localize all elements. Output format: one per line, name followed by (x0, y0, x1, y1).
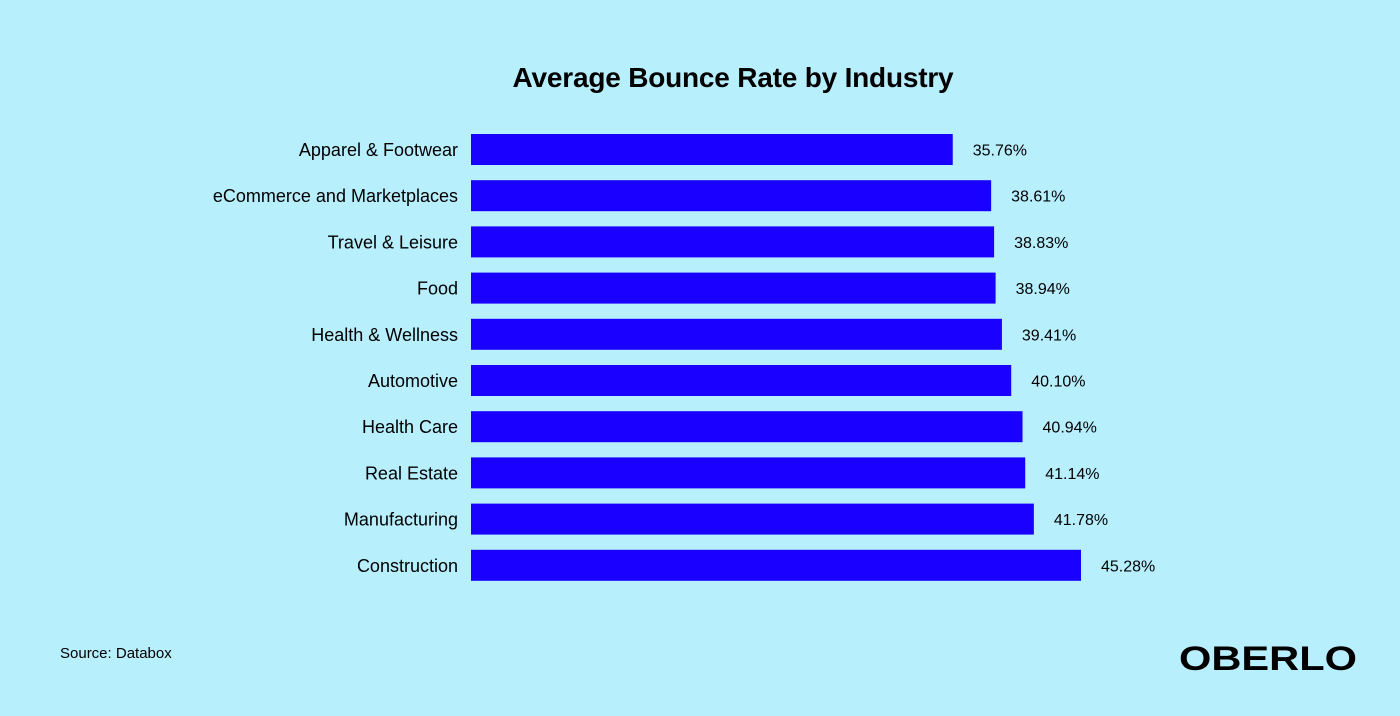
bar (471, 134, 953, 165)
category-label: Health Care (362, 417, 458, 437)
bar (471, 457, 1026, 489)
category-label: Food (417, 279, 458, 299)
source-note: Source: Databox (60, 645, 172, 662)
value-label: 41.78% (1054, 512, 1108, 529)
bar (471, 180, 992, 212)
bar (471, 549, 1081, 581)
bar (471, 272, 996, 304)
value-label: 38.94% (1016, 281, 1070, 298)
value-label: 45.28% (1101, 558, 1155, 575)
oberlo-logo-text: OBERLO (1179, 640, 1357, 676)
bar (471, 365, 1012, 396)
value-label: 39.41% (1022, 327, 1076, 344)
value-label: 35.76% (973, 143, 1027, 160)
bar (471, 411, 1023, 443)
bar (471, 226, 995, 258)
oberlo-logo: OBERLO (1179, 640, 1357, 676)
category-label: Health & Wellness (311, 325, 458, 345)
value-label: 40.10% (1031, 374, 1085, 391)
category-label: Travel & Leisure (328, 232, 458, 252)
value-label: 41.14% (1045, 466, 1099, 483)
value-label: 38.61% (1011, 189, 1065, 206)
chart-title: Average Bounce Rate by Industry (512, 62, 954, 93)
bar (471, 318, 1002, 350)
category-label: Construction (357, 556, 458, 576)
bar (471, 503, 1034, 535)
category-label: eCommerce and Marketplaces (213, 186, 458, 206)
value-label: 40.94% (1043, 420, 1097, 437)
category-label: Apparel & Footwear (299, 140, 458, 160)
category-label: Real Estate (365, 463, 458, 483)
category-label: Manufacturing (344, 510, 458, 530)
value-label: 38.83% (1014, 235, 1068, 252)
category-label: Automotive (368, 371, 458, 391)
